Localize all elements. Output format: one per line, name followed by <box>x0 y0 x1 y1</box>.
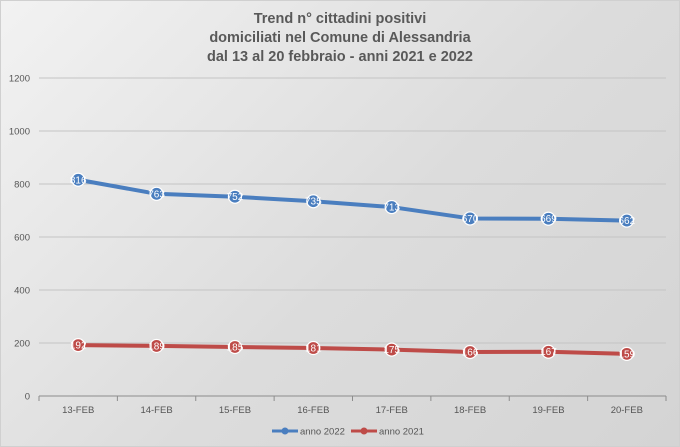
legend-marker-anno-2022 <box>281 427 289 435</box>
legend-label-anno-2021: anno 2021 <box>379 427 424 438</box>
data-label-anno-2021-0: 192 <box>70 341 87 352</box>
data-label-anno-2022-5: 670 <box>462 214 479 225</box>
data-label-anno-2022-7: 662 <box>618 216 635 227</box>
y-tick-label-600: 600 <box>14 233 30 244</box>
x-tick-label-14-feb: 14-FEB <box>140 405 172 416</box>
data-point-anno-2021-4 <box>384 342 399 357</box>
chart-title: Trend n° cittadini positivi domiciliati … <box>0 10 680 67</box>
data-point-anno-2022-0 <box>71 172 86 187</box>
y-tick-label-0: 0 <box>25 392 30 403</box>
data-label-anno-2021-1: 189 <box>148 341 165 352</box>
data-label-anno-2022-6: 669 <box>540 214 557 225</box>
data-label-anno-2021-5: 166 <box>462 348 479 359</box>
x-tick-label-20-feb: 20-FEB <box>611 405 643 416</box>
data-label-anno-2021-6: 167 <box>540 347 557 358</box>
data-label-anno-2021-2: 185 <box>227 342 244 353</box>
data-point-anno-2021-1 <box>149 338 164 354</box>
data-label-anno-2021-7: 159 <box>618 349 635 360</box>
chart-title-line-3: dal 13 al 20 febbraio - anni 2021 e 2022 <box>207 49 473 65</box>
legend-label-anno-2022: anno 2022 <box>300 427 345 438</box>
chart-title-line-1: Trend n° cittadini positivi <box>253 11 427 27</box>
data-point-anno-2022-4 <box>384 199 399 215</box>
x-tick-label-16-feb: 16-FEB <box>297 405 329 416</box>
data-label-anno-2022-0: 816 <box>70 175 87 186</box>
chart-title-line-2: domiciliati nel Comune di Alessandria <box>209 30 471 46</box>
y-tick-label-200: 200 <box>14 339 30 350</box>
data-label-anno-2022-3: 735 <box>305 197 322 208</box>
series-line-anno-2021 <box>76 343 629 356</box>
data-label-anno-2021-3: 181 <box>305 344 322 355</box>
y-tick-label-800: 800 <box>14 180 30 191</box>
x-tick-label-17-feb: 17-FEB <box>376 405 408 416</box>
data-point-anno-2021-2 <box>227 339 243 355</box>
data-point-anno-2022-6 <box>541 211 556 226</box>
data-label-anno-2022-2: 752 <box>227 192 244 203</box>
data-point-anno-2022-5 <box>462 211 478 226</box>
legend-marker-anno-2021 <box>360 427 368 435</box>
y-tick-label-1000: 1000 <box>9 127 30 138</box>
data-label-anno-2022-1: 763 <box>148 189 165 200</box>
data-label-anno-2022-4: 713 <box>383 203 400 214</box>
data-point-anno-2021-5 <box>462 344 478 360</box>
y-tick-label-1200: 1200 <box>9 74 30 85</box>
y-tick-label-400: 400 <box>14 286 30 297</box>
x-tick-label-15-feb: 15-FEB <box>219 405 251 416</box>
data-point-anno-2021-6 <box>541 344 556 359</box>
data-point-anno-2021-7 <box>619 346 634 361</box>
x-tick-label-19-feb: 19-FEB <box>532 405 564 416</box>
data-point-anno-2021-3 <box>306 340 321 356</box>
data-point-anno-2021-0 <box>71 338 86 353</box>
series-line-anno-2022 <box>76 177 629 223</box>
data-point-anno-2022-3 <box>306 194 321 209</box>
x-tick-label-13-feb: 13-FEB <box>62 405 94 416</box>
x-tick-label-18-feb: 18-FEB <box>454 405 486 416</box>
data-point-anno-2022-2 <box>227 189 243 204</box>
data-label-anno-2021-4: 175 <box>383 345 400 356</box>
data-point-anno-2022-7 <box>619 213 634 228</box>
data-point-anno-2022-1 <box>149 186 164 201</box>
